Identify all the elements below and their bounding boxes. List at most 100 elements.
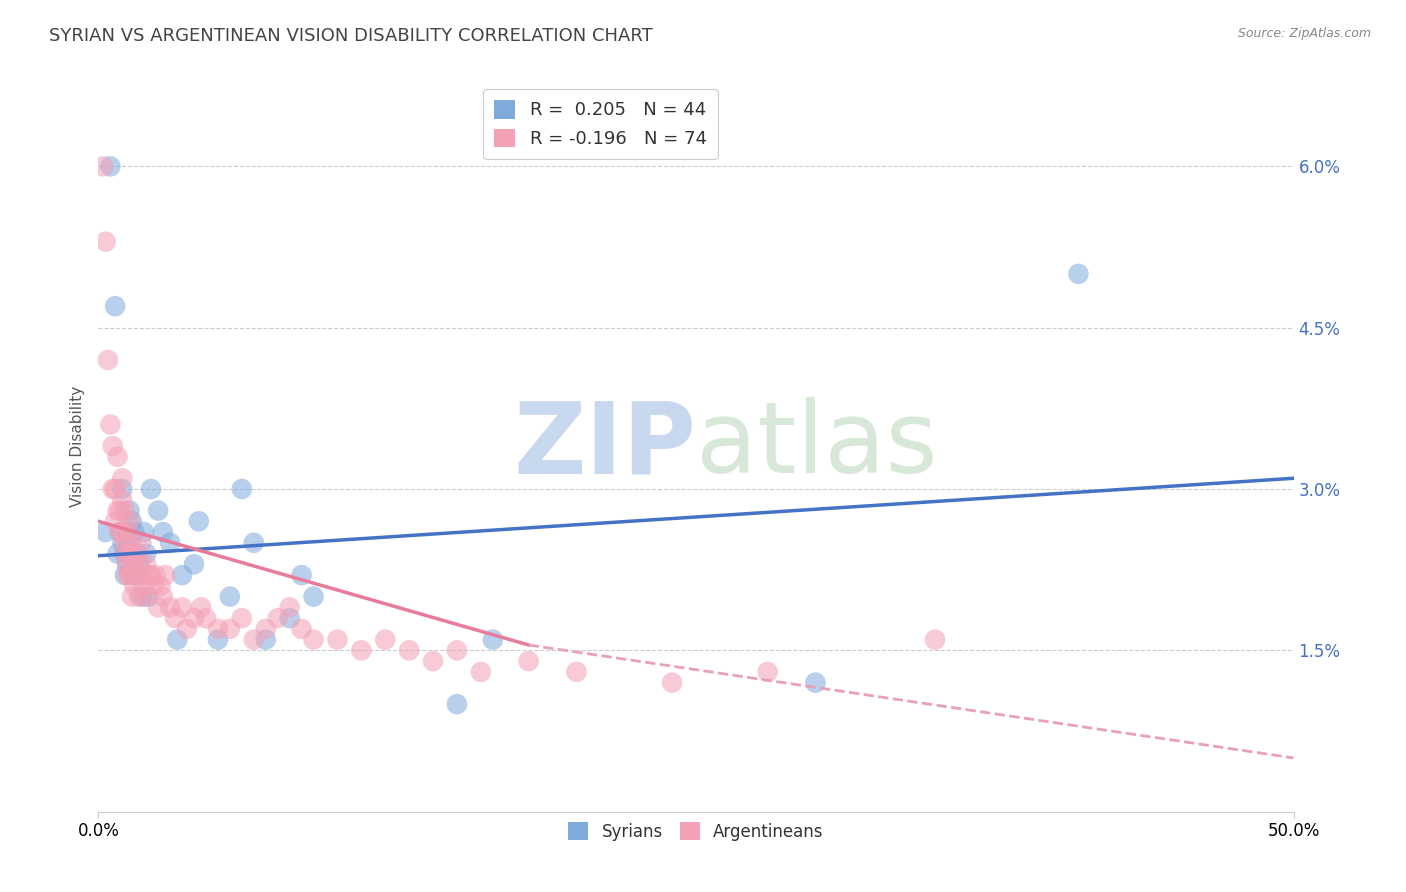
Point bbox=[124, 524, 146, 539]
Point bbox=[756, 665, 779, 679]
Point bbox=[254, 632, 277, 647]
Point bbox=[118, 547, 141, 561]
Point bbox=[118, 568, 141, 582]
Point bbox=[125, 547, 148, 561]
Point bbox=[121, 514, 143, 528]
Point bbox=[124, 558, 146, 572]
Point bbox=[125, 568, 148, 582]
Point bbox=[278, 600, 301, 615]
Text: atlas: atlas bbox=[696, 398, 938, 494]
Point bbox=[101, 482, 124, 496]
Point bbox=[135, 590, 157, 604]
Point bbox=[139, 568, 162, 582]
Point bbox=[94, 524, 117, 539]
Point bbox=[291, 568, 314, 582]
Point bbox=[111, 482, 134, 496]
Point bbox=[446, 697, 468, 711]
Point bbox=[398, 643, 420, 657]
Point bbox=[104, 299, 127, 313]
Point bbox=[104, 482, 127, 496]
Point bbox=[183, 558, 205, 572]
Point bbox=[121, 536, 143, 550]
Point bbox=[131, 590, 153, 604]
Point bbox=[166, 632, 188, 647]
Point bbox=[159, 600, 181, 615]
Point bbox=[142, 579, 165, 593]
Point bbox=[118, 503, 141, 517]
Point bbox=[481, 632, 505, 647]
Point bbox=[172, 568, 194, 582]
Point bbox=[195, 611, 218, 625]
Point bbox=[138, 590, 160, 604]
Point bbox=[128, 590, 150, 604]
Point bbox=[108, 524, 131, 539]
Point bbox=[1067, 267, 1090, 281]
Point bbox=[152, 590, 174, 604]
Point bbox=[267, 611, 290, 625]
Point bbox=[111, 471, 134, 485]
Point bbox=[149, 579, 172, 593]
Point bbox=[243, 536, 266, 550]
Point bbox=[446, 643, 468, 657]
Point bbox=[114, 547, 136, 561]
Point bbox=[115, 524, 138, 539]
Point bbox=[187, 514, 209, 528]
Point bbox=[470, 665, 492, 679]
Text: SYRIAN VS ARGENTINEAN VISION DISABILITY CORRELATION CHART: SYRIAN VS ARGENTINEAN VISION DISABILITY … bbox=[49, 27, 652, 45]
Point bbox=[128, 558, 150, 572]
Point bbox=[124, 568, 146, 582]
Point bbox=[124, 579, 146, 593]
Point bbox=[131, 536, 153, 550]
Point bbox=[219, 590, 242, 604]
Point bbox=[135, 547, 157, 561]
Point bbox=[804, 675, 827, 690]
Point bbox=[121, 568, 143, 582]
Point bbox=[163, 611, 186, 625]
Point bbox=[125, 547, 148, 561]
Point bbox=[118, 536, 141, 550]
Point bbox=[302, 632, 325, 647]
Point bbox=[231, 482, 253, 496]
Point bbox=[114, 568, 136, 582]
Point bbox=[115, 558, 138, 572]
Point bbox=[219, 622, 242, 636]
Point bbox=[231, 611, 253, 625]
Point bbox=[115, 568, 138, 582]
Point bbox=[422, 654, 444, 668]
Point bbox=[94, 235, 117, 249]
Point bbox=[108, 524, 131, 539]
Point bbox=[326, 632, 349, 647]
Point bbox=[254, 622, 277, 636]
Point bbox=[98, 159, 122, 173]
Point bbox=[118, 514, 141, 528]
Point bbox=[148, 600, 170, 615]
Point bbox=[101, 439, 124, 453]
Point bbox=[302, 590, 325, 604]
Point bbox=[121, 590, 143, 604]
Point bbox=[108, 503, 131, 517]
Point bbox=[125, 568, 148, 582]
Point bbox=[121, 547, 143, 561]
Point bbox=[291, 622, 314, 636]
Point bbox=[104, 514, 127, 528]
Point bbox=[131, 568, 153, 582]
Point bbox=[111, 492, 134, 507]
Point bbox=[207, 622, 229, 636]
Point bbox=[138, 568, 160, 582]
Point bbox=[114, 536, 136, 550]
Point bbox=[107, 547, 129, 561]
Point bbox=[176, 622, 198, 636]
Point bbox=[152, 524, 174, 539]
Point bbox=[111, 536, 134, 550]
Point bbox=[190, 600, 212, 615]
Point bbox=[183, 611, 205, 625]
Legend: Syrians, Argentineans: Syrians, Argentineans bbox=[562, 816, 830, 847]
Point bbox=[350, 643, 373, 657]
Point bbox=[924, 632, 946, 647]
Point bbox=[114, 547, 136, 561]
Point bbox=[115, 524, 138, 539]
Point bbox=[207, 632, 229, 647]
Point bbox=[565, 665, 588, 679]
Point bbox=[107, 450, 129, 464]
Point bbox=[98, 417, 122, 432]
